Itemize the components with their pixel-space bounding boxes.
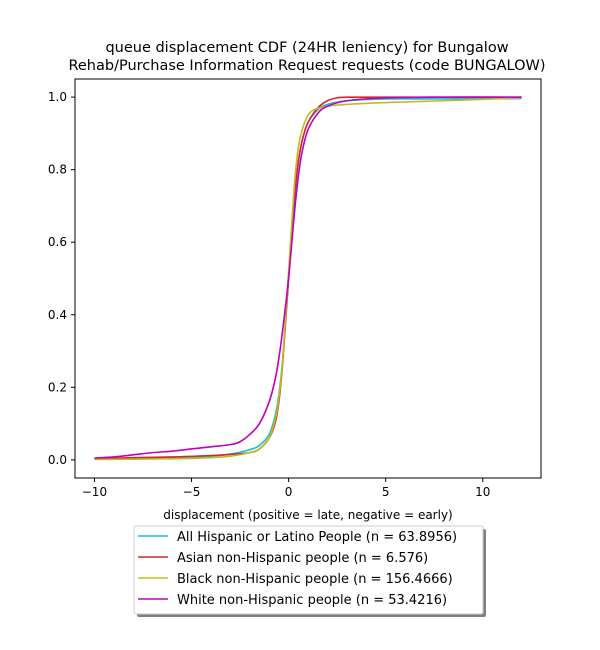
y-tick-label: 0.4 — [48, 308, 67, 322]
y-tick-label: 0.2 — [48, 380, 67, 394]
x-tick-label: 0 — [285, 485, 293, 499]
y-tick-label: 1.0 — [48, 90, 67, 104]
x-axis-label: displacement (positive = late, negative … — [163, 508, 452, 522]
x-tick-label: −10 — [82, 485, 107, 499]
plot-frame — [74, 78, 542, 479]
legend-label-2: Black non-Hispanic people (n = 156.4666) — [177, 572, 453, 587]
legend-label-1: Asian non-Hispanic people (n = 6.576) — [177, 551, 428, 566]
chart-title-line-2: Rehab/Purchase Information Request reque… — [68, 58, 545, 74]
legend-label-0: All Hispanic or Latino People (n = 63.89… — [177, 530, 457, 545]
legend-box — [133, 525, 484, 615]
x-tick-label: −5 — [183, 485, 201, 499]
legend-items: All Hispanic or Latino People (n = 63.89… — [138, 530, 457, 608]
y-tick-label: 0.8 — [48, 163, 67, 177]
y-tick-label: 0.0 — [48, 453, 67, 467]
legend: All Hispanic or Latino People (n = 63.89… — [133, 525, 486, 617]
y-tick-label: 0.6 — [48, 235, 67, 249]
x-tick-label: 5 — [382, 485, 390, 499]
legend-label-3: White non-Hispanic people (n = 53.4216) — [177, 593, 447, 608]
axes: −10 −5 0 5 10 0.0 0.2 0.4 0.6 0.8 1.0 — [48, 90, 490, 499]
chart-title-line-1: queue displacement CDF (24HR leniency) f… — [105, 40, 508, 56]
series-lines — [94, 96, 522, 461]
series-line-3 — [94, 96, 522, 459]
x-tick-label: 10 — [475, 485, 490, 499]
